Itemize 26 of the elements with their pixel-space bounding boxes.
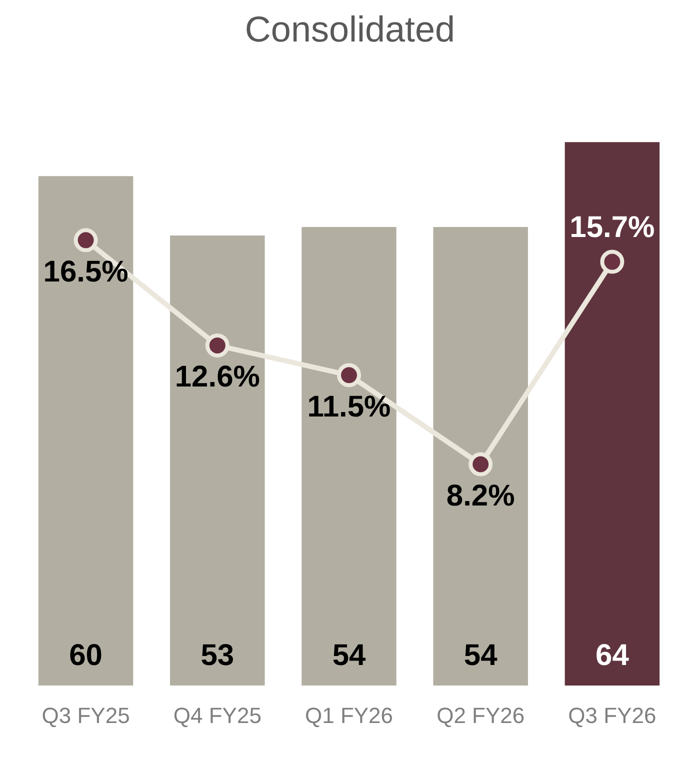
bar — [170, 236, 265, 686]
point — [74, 228, 98, 252]
x-tick-label: Q3 FY26 — [568, 702, 656, 728]
bar — [38, 176, 134, 686]
x-tick-label: Q4 FY25 — [173, 702, 262, 728]
data-label: 15.7% — [570, 211, 655, 244]
data-label: 54 — [464, 638, 498, 672]
point — [337, 363, 361, 388]
data-label: 11.5% — [307, 390, 391, 424]
point — [205, 333, 230, 358]
data-label: 12.6% — [174, 360, 260, 394]
data-label: 54 — [332, 638, 366, 672]
x-tick-label: Q2 FY26 — [436, 702, 525, 728]
bar — [564, 142, 660, 686]
point — [600, 250, 624, 274]
data-label: 53 — [200, 638, 234, 672]
x-tick-label: Q1 FY26 — [304, 702, 394, 728]
data-label: 8.2% — [446, 480, 515, 513]
chart-title: Consolidated — [244, 8, 456, 50]
point — [468, 452, 493, 476]
data-label: 16.5% — [43, 255, 128, 288]
bar — [302, 227, 396, 686]
data-label: 64 — [596, 638, 630, 672]
bar — [433, 227, 528, 686]
data-label: 60 — [69, 638, 102, 672]
x-tick-label: Q3 FY25 — [42, 702, 130, 728]
